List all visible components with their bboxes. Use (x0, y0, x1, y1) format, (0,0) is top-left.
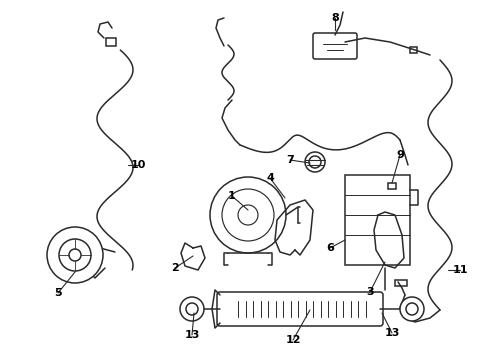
Text: 2: 2 (171, 263, 179, 273)
Text: 7: 7 (286, 155, 294, 165)
Circle shape (186, 303, 198, 315)
Text: 3: 3 (366, 287, 374, 297)
Circle shape (305, 152, 325, 172)
FancyBboxPatch shape (217, 292, 383, 326)
Circle shape (210, 177, 286, 253)
Bar (388, 183, 396, 189)
Circle shape (69, 249, 81, 261)
FancyBboxPatch shape (313, 33, 357, 59)
Circle shape (222, 189, 274, 241)
Circle shape (47, 227, 103, 283)
Bar (345, 175, 410, 265)
Text: 13: 13 (184, 330, 200, 340)
Bar (395, 280, 407, 286)
Text: 11: 11 (452, 265, 468, 275)
Circle shape (406, 303, 418, 315)
Bar (410, 47, 417, 53)
Circle shape (180, 297, 204, 321)
Circle shape (238, 205, 258, 225)
Circle shape (59, 239, 91, 271)
Text: 6: 6 (326, 243, 334, 253)
Text: 1: 1 (228, 191, 236, 201)
Text: 8: 8 (331, 13, 339, 23)
Text: 4: 4 (266, 173, 274, 183)
Text: 10: 10 (130, 160, 146, 170)
Text: 13: 13 (384, 328, 400, 338)
Circle shape (309, 156, 321, 168)
Circle shape (400, 297, 424, 321)
Text: 12: 12 (285, 335, 301, 345)
Bar (106, 38, 116, 46)
Text: 9: 9 (396, 150, 404, 160)
Text: 5: 5 (54, 288, 62, 298)
